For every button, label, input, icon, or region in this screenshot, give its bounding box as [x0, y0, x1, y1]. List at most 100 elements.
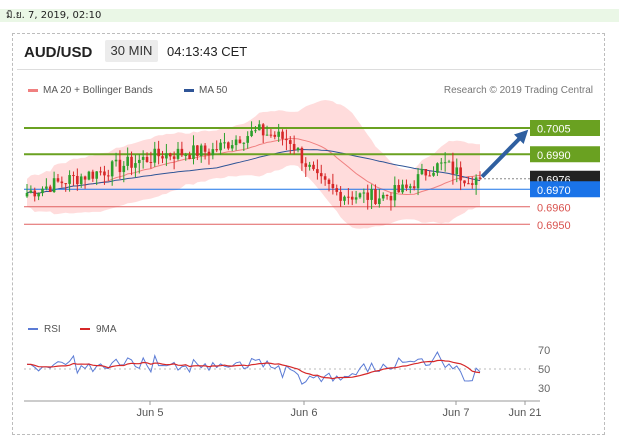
candle-body	[428, 175, 431, 177]
candle-body	[45, 186, 48, 189]
chart-frame	[12, 33, 605, 435]
forecast-arrow-head	[514, 129, 529, 144]
candle-body	[459, 167, 462, 181]
candle-body	[157, 148, 160, 157]
candle-body	[467, 183, 470, 185]
candle-body	[409, 186, 412, 188]
candle-body	[451, 161, 455, 175]
level-box-0.6990	[530, 146, 600, 163]
candle-body	[114, 159, 118, 162]
candle-body	[277, 131, 280, 137]
candle-body	[25, 192, 29, 197]
candle-body	[273, 134, 277, 137]
candle-body	[184, 154, 188, 156]
candle-body	[192, 145, 195, 159]
candle-body	[60, 181, 64, 184]
candle-body	[211, 149, 215, 156]
header-divider	[17, 69, 602, 70]
candle-body	[350, 196, 354, 200]
candle-body	[141, 156, 145, 160]
candle-body	[227, 142, 230, 149]
candle-body	[203, 145, 207, 152]
candle-body	[327, 179, 331, 184]
candle-body	[378, 198, 381, 205]
candle-body	[354, 197, 358, 200]
currency-pair: AUD/USD	[24, 44, 93, 61]
candle-body	[335, 188, 339, 192]
ma50-swatch	[184, 88, 194, 92]
candle-body	[436, 163, 439, 173]
candle-body	[308, 164, 311, 167]
candle-body	[137, 159, 141, 164]
candle-body	[72, 175, 75, 177]
x-tick-label-Jun 6: Jun 6	[291, 407, 318, 419]
candle-body	[463, 180, 466, 184]
candle-body	[323, 176, 327, 180]
candle-body	[254, 130, 257, 132]
candle-body	[292, 143, 296, 151]
candle-body	[238, 139, 242, 144]
candle-body	[304, 163, 308, 167]
bollinger-band	[27, 100, 480, 229]
x-tick-label-Jun 21: Jun 21	[508, 407, 541, 419]
candle-body	[52, 178, 56, 193]
candle-body	[285, 138, 288, 141]
candle-body	[424, 169, 428, 176]
candle-body	[420, 169, 424, 175]
candle-body	[219, 142, 222, 151]
candle-body	[126, 156, 129, 166]
legend-ma50-label: MA 50	[199, 85, 228, 96]
candle-body	[153, 148, 157, 163]
legend-ma20: MA 20 + Bollinger Bands	[28, 85, 153, 96]
candle-body	[296, 147, 300, 151]
timeframe-badge[interactable]: 30 MIN	[105, 40, 158, 62]
rsi-ma-legend-label: 9MA	[96, 324, 117, 335]
candle-body	[258, 124, 261, 131]
candle-body	[447, 161, 451, 163]
candle-body	[122, 165, 126, 173]
candle-body	[230, 145, 234, 149]
candle-body	[347, 196, 350, 198]
level-label-0.6950: 0.6950	[537, 220, 571, 232]
candle-body	[33, 190, 37, 197]
candle-body	[29, 190, 33, 193]
level-box-0.6970	[530, 181, 600, 198]
legend-ma50: MA 50	[184, 85, 227, 96]
level-box-0.7005	[530, 120, 600, 136]
x-tick-label-Jun 7: Jun 7	[443, 407, 470, 419]
candle-body	[48, 186, 52, 193]
candle-body	[312, 164, 315, 170]
candle-body	[188, 154, 191, 159]
ma50-line	[26, 148, 481, 194]
candle-body	[443, 162, 447, 164]
candle-body	[196, 145, 199, 156]
candle-body	[416, 174, 420, 189]
candle-body	[331, 183, 335, 189]
date-bar	[0, 9, 619, 22]
candle-body	[397, 185, 400, 193]
date-time: มิ.ย. 7, 2019, 02:10	[6, 10, 102, 21]
candle-body	[242, 142, 246, 144]
candle-body	[168, 153, 172, 157]
candle-body	[145, 156, 149, 163]
candle-body	[288, 140, 292, 144]
level-label-0.7005: 0.7005	[537, 124, 571, 136]
candle-body	[223, 142, 226, 144]
candle-body	[316, 169, 319, 174]
candle-body	[83, 176, 87, 180]
candle-body	[319, 173, 323, 177]
candle-body	[374, 189, 377, 205]
candle-body	[207, 151, 211, 156]
candle-body	[362, 192, 366, 194]
candle-body	[37, 193, 40, 197]
x-tick-label-Jun 5: Jun 5	[137, 407, 164, 419]
rsi-legend-label: RSI	[44, 324, 61, 335]
forecast-arrow-shaft	[480, 132, 526, 179]
candle-body	[381, 194, 385, 199]
chart-time: 04:13:43 CET	[167, 44, 248, 59]
candle-body	[99, 171, 102, 173]
candle-body	[180, 148, 184, 156]
ma20-swatch	[28, 88, 38, 92]
candle-body	[455, 167, 459, 175]
